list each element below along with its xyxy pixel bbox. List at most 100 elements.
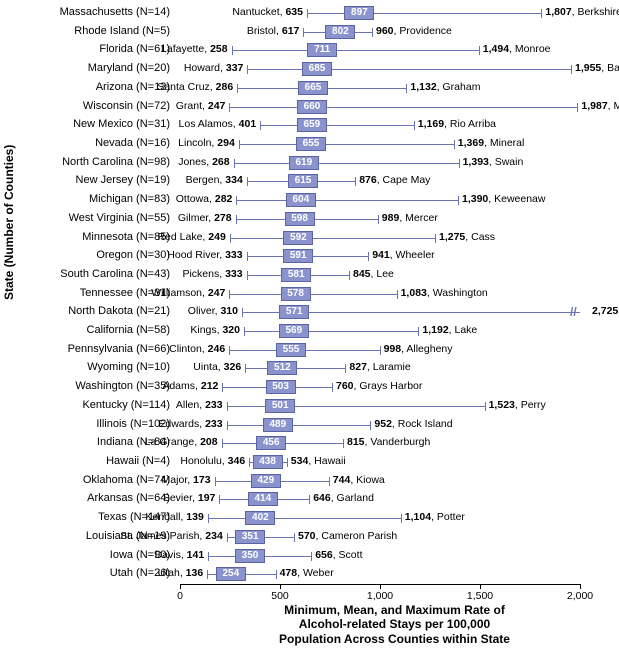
mean-box: 351 <box>235 530 265 544</box>
whisker-cap-max <box>276 570 277 579</box>
min-label: Nantucket, 635 <box>232 6 303 18</box>
mean-box: 897 <box>344 6 374 20</box>
max-label: 1,393, Swain <box>463 156 524 168</box>
state-label: Utah (N=26) <box>5 567 170 579</box>
state-label: Wyoming (N=10) <box>5 361 170 373</box>
chart-row: Tennessee (N=31)578Williamson, 2471,083,… <box>180 285 610 304</box>
max-label: 989, Mercer <box>382 212 438 224</box>
whisker-cap-min <box>222 383 223 392</box>
state-label: California (N=58) <box>5 324 170 336</box>
max-label: 1,955, Baltimore City <box>575 62 619 74</box>
state-label: West Virginia (N=55) <box>5 212 170 224</box>
whisker-cap-max <box>485 402 486 411</box>
mean-box: 512 <box>267 361 297 375</box>
chart-row: Wyoming (N=10)512Uinta, 326827, Laramie <box>180 359 610 378</box>
state-label: Kentucky (N=114) <box>5 399 170 411</box>
chart-row: Louisiana (N=19)351St. James Parish, 234… <box>180 528 610 547</box>
mean-box: 592 <box>283 231 313 245</box>
state-label: Rhode Island (N=5) <box>5 25 170 37</box>
whisker-cap-min <box>260 121 261 130</box>
max-label: 941, Wheeler <box>372 249 434 261</box>
min-label: Kendall, 139 <box>145 511 203 523</box>
whisker-cap-min <box>229 103 230 112</box>
whisker-cap-max <box>287 458 288 467</box>
whisker-cap-max <box>372 28 373 37</box>
min-label: Howard, 337 <box>184 62 244 74</box>
min-label: Gilmer, 278 <box>178 212 232 224</box>
chart-row: Oregon (N=30)591Hood River, 333941, Whee… <box>180 247 610 266</box>
chart-row: Illinois (N=102)489Edwards, 233952, Rock… <box>180 416 610 435</box>
whisker-cap-min <box>229 346 230 355</box>
mean-box: 438 <box>253 455 283 469</box>
chart-row: Rhode Island (N=5)802Bristol, 617960, Pr… <box>180 23 610 42</box>
x-tick <box>180 584 181 589</box>
whisker-cap-min <box>207 570 208 579</box>
chart-row: New Mexico (N=31)659Los Alamos, 4011,169… <box>180 116 610 135</box>
chart-row: California (N=58)569Kings, 3201,192, Lak… <box>180 322 610 341</box>
x-tick <box>280 584 281 589</box>
max-label: 1,104, Potter <box>405 511 465 523</box>
alcohol-stays-range-chart: State (Number of Counties) Massachusetts… <box>0 0 619 649</box>
min-label: Edwards, 233 <box>158 418 222 430</box>
state-label: Maryland (N=20) <box>5 62 170 74</box>
mean-box: 350 <box>235 549 265 563</box>
chart-row: Maryland (N=20)685Howard, 3371,955, Balt… <box>180 60 610 79</box>
whisker-cap-max <box>349 271 350 280</box>
whisker-line <box>227 425 371 426</box>
x-tick <box>480 584 481 589</box>
min-label: Sevier, 197 <box>163 492 216 504</box>
chart-row: Texas (N=147)402Kendall, 1391,104, Potte… <box>180 509 610 528</box>
x-tick-label: 0 <box>177 590 183 602</box>
whisker-cap-min <box>247 271 248 280</box>
state-label: Arizona (N=13) <box>5 81 170 93</box>
mean-box: 402 <box>245 511 275 525</box>
mean-box: 655 <box>296 137 326 151</box>
max-label: 1,523, Perry <box>489 399 546 411</box>
state-label: Florida (N=61) <box>5 43 170 55</box>
state-label: Washington (N=35) <box>5 380 170 392</box>
whisker-cap-min <box>244 327 245 336</box>
whisker-cap-max <box>294 533 295 542</box>
state-label: Michigan (N=83) <box>5 193 170 205</box>
whisker-cap-min <box>247 65 248 74</box>
chart-row: New Jersey (N=19)615Bergen, 334876, Cape… <box>180 172 610 191</box>
mean-box: 659 <box>297 118 327 132</box>
mean-box: 429 <box>251 474 281 488</box>
whisker-cap-min <box>234 159 235 168</box>
mean-box: 685 <box>302 62 332 76</box>
whisker-cap-max <box>343 439 344 448</box>
max-label: 1,132, Graham <box>410 81 480 93</box>
state-label: Iowa (N=90) <box>5 549 170 561</box>
max-label: 646, Garland <box>313 492 374 504</box>
whisker-line <box>229 107 577 108</box>
min-label: Davis, 141 <box>155 549 205 561</box>
state-label: Illinois (N=102) <box>5 418 170 430</box>
state-label: Arkansas (N=64) <box>5 492 170 504</box>
whisker-line <box>236 200 458 201</box>
chart-row: Utah (N=26)254Utah, 136478, Weber <box>180 565 610 584</box>
min-label: Hood River, 333 <box>167 249 242 261</box>
min-label: Williamson, 247 <box>151 287 225 299</box>
chart-row: Arizona (N=13)665Santa Cruz, 2861,132, G… <box>180 79 610 98</box>
mean-box: 711 <box>307 43 337 57</box>
state-label: Minnesota (N=85) <box>5 231 170 243</box>
mean-box: 414 <box>248 492 278 506</box>
x-tick <box>380 584 381 589</box>
whisker-cap-min <box>227 421 228 430</box>
whisker-cap-min <box>242 308 243 317</box>
min-label: Honolulu, 346 <box>180 455 245 467</box>
whisker-cap-max <box>309 495 310 504</box>
mean-box: 802 <box>325 25 355 39</box>
whisker-cap-max <box>459 159 460 168</box>
max-label: 960, Providence <box>376 25 452 37</box>
min-label: La Grange, 208 <box>145 436 218 448</box>
whisker-line <box>234 163 459 164</box>
min-label: Santa Cruz, 286 <box>157 81 233 93</box>
chart-row: Iowa (N=90)350Davis, 141656, Scott <box>180 547 610 566</box>
mean-box: 456 <box>256 436 286 450</box>
max-label: 845, Lee <box>353 268 394 280</box>
mean-box: 660 <box>297 100 327 114</box>
whisker-cap-max <box>311 552 312 561</box>
whisker-cap-max <box>571 65 572 74</box>
x-tick-label: 1,000 <box>367 590 393 602</box>
